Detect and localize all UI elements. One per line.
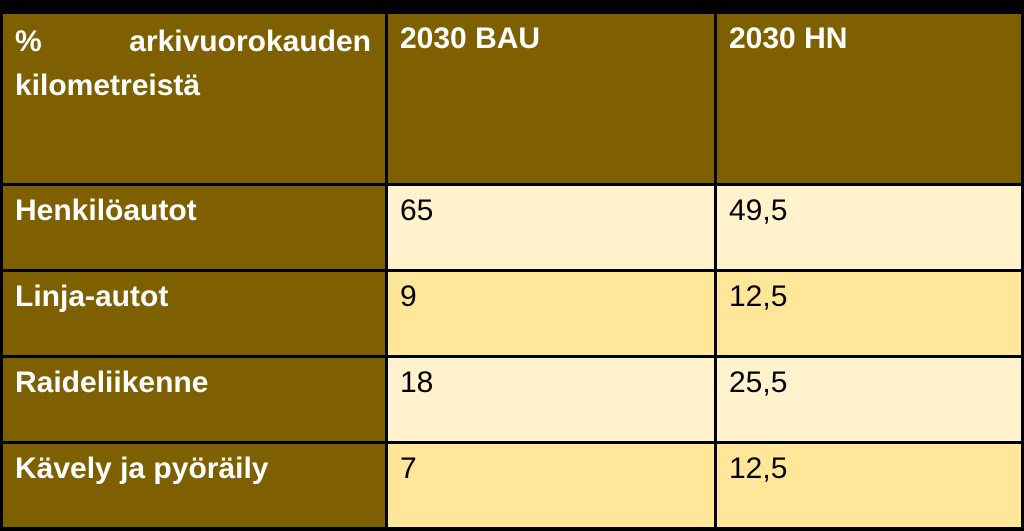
row-label: Kävely ja pyöräily <box>3 444 385 527</box>
table-row: Raideliikenne 18 25,5 <box>3 358 1021 441</box>
header-cell: % arkivuorokauden kilometreistä <box>3 14 385 183</box>
value-cell: 49,5 <box>717 186 1021 269</box>
table-row: Kävely ja pyöräily 7 12,5 <box>3 444 1021 527</box>
value-cell: 25,5 <box>717 358 1021 441</box>
row-label: Linja-autot <box>3 272 385 355</box>
header-cell: 2030 BAU <box>388 14 714 183</box>
value-cell: 9 <box>388 272 714 355</box>
value-cell: 65 <box>388 186 714 269</box>
value-cell: 7 <box>388 444 714 527</box>
data-table: % arkivuorokauden kilometreistä 2030 BAU… <box>0 11 1024 530</box>
header-row: % arkivuorokauden kilometreistä 2030 BAU… <box>3 14 1021 183</box>
value-cell: 12,5 <box>717 444 1021 527</box>
row-label: Raideliikenne <box>3 358 385 441</box>
table-row: Henkilöautot 65 49,5 <box>3 186 1021 269</box>
row-label: Henkilöautot <box>3 186 385 269</box>
header-cell: 2030 HN <box>717 14 1021 183</box>
table-row: Linja-autot 9 12,5 <box>3 272 1021 355</box>
value-cell: 18 <box>388 358 714 441</box>
value-cell: 12,5 <box>717 272 1021 355</box>
